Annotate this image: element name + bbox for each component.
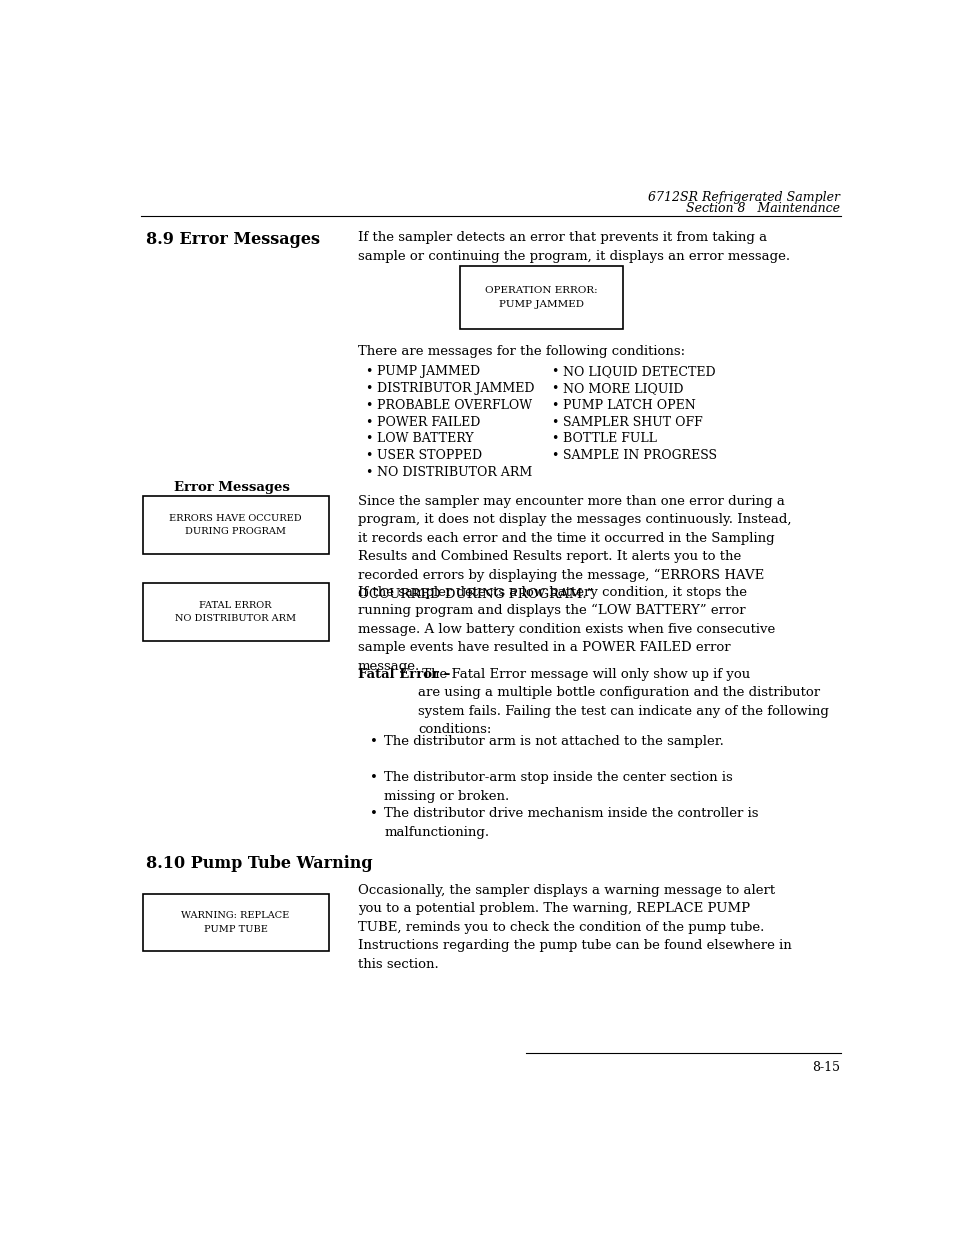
- Text: If the sampler detects a low battery condition, it stops the
running program and: If the sampler detects a low battery con…: [357, 585, 775, 673]
- Text: 8.10 Pump Tube Warning: 8.10 Pump Tube Warning: [146, 855, 373, 872]
- Text: •: •: [369, 808, 377, 820]
- Text: •: •: [551, 382, 558, 395]
- Text: •: •: [365, 450, 372, 462]
- Text: USER STOPPED: USER STOPPED: [376, 450, 481, 462]
- Text: 8-15: 8-15: [811, 1061, 840, 1073]
- Text: Occasionally, the sampler displays a warning message to alert
you to a potential: Occasionally, the sampler displays a war…: [357, 883, 791, 971]
- Bar: [459, 266, 622, 330]
- Text: Section 8   Maintenance: Section 8 Maintenance: [685, 203, 840, 215]
- Text: PUMP LATCH OPEN: PUMP LATCH OPEN: [562, 399, 695, 412]
- Text: •: •: [551, 432, 558, 446]
- Text: •: •: [365, 382, 372, 395]
- Text: There are messages for the following conditions:: There are messages for the following con…: [357, 345, 684, 358]
- Text: Fatal Error –: Fatal Error –: [357, 668, 450, 680]
- Text: BOTTLE FULL: BOTTLE FULL: [562, 432, 656, 446]
- Text: OPERATION ERROR:
PUMP JAMMED: OPERATION ERROR: PUMP JAMMED: [485, 287, 598, 309]
- Text: The distributor-arm stop inside the center section is
missing or broken.: The distributor-arm stop inside the cent…: [384, 771, 732, 803]
- Text: •: •: [551, 416, 558, 429]
- Text: If the sampler detects an error that prevents it from taking a
sample or continu: If the sampler detects an error that pre…: [357, 231, 789, 263]
- Text: Error Messages: Error Messages: [173, 480, 290, 494]
- Text: •: •: [369, 735, 377, 748]
- Text: ERRORS HAVE OCCURED
DURING PROGRAM: ERRORS HAVE OCCURED DURING PROGRAM: [169, 514, 301, 536]
- Text: The distributor arm is not attached to the sampler.: The distributor arm is not attached to t…: [384, 735, 723, 748]
- Text: •: •: [365, 432, 372, 446]
- Text: 6712SR Refrigerated Sampler: 6712SR Refrigerated Sampler: [647, 190, 840, 204]
- Text: •: •: [365, 416, 372, 429]
- Text: DISTRIBUTOR JAMMED: DISTRIBUTOR JAMMED: [376, 382, 534, 395]
- Text: Since the sampler may encounter more than one error during a
program, it does no: Since the sampler may encounter more tha…: [357, 495, 791, 600]
- Bar: [142, 894, 328, 951]
- Text: •: •: [551, 399, 558, 412]
- Text: •: •: [365, 466, 372, 479]
- Text: The distributor drive mechanism inside the controller is
malfunctioning.: The distributor drive mechanism inside t…: [384, 808, 758, 839]
- Bar: [142, 496, 328, 555]
- Text: •: •: [551, 450, 558, 462]
- Text: PUMP JAMMED: PUMP JAMMED: [376, 366, 479, 378]
- Bar: [142, 583, 328, 641]
- Text: LOW BATTERY: LOW BATTERY: [376, 432, 473, 446]
- Text: FATAL ERROR
NO DISTRIBUTOR ARM: FATAL ERROR NO DISTRIBUTOR ARM: [174, 601, 295, 624]
- Text: NO LIQUID DETECTED: NO LIQUID DETECTED: [562, 366, 715, 378]
- Text: 8.9 Error Messages: 8.9 Error Messages: [146, 231, 320, 248]
- Text: SAMPLE IN PROGRESS: SAMPLE IN PROGRESS: [562, 450, 716, 462]
- Text: The Fatal Error message will only show up if you
are using a multiple bottle con: The Fatal Error message will only show u…: [418, 668, 828, 736]
- Text: NO DISTRIBUTOR ARM: NO DISTRIBUTOR ARM: [376, 466, 531, 479]
- Text: •: •: [365, 399, 372, 412]
- Text: •: •: [365, 366, 372, 378]
- Text: NO MORE LIQUID: NO MORE LIQUID: [562, 382, 682, 395]
- Text: •: •: [551, 366, 558, 378]
- Text: POWER FAILED: POWER FAILED: [376, 416, 479, 429]
- Text: •: •: [369, 771, 377, 784]
- Text: WARNING: REPLACE
PUMP TUBE: WARNING: REPLACE PUMP TUBE: [181, 911, 290, 934]
- Text: PROBABLE OVERFLOW: PROBABLE OVERFLOW: [376, 399, 531, 412]
- Text: SAMPLER SHUT OFF: SAMPLER SHUT OFF: [562, 416, 701, 429]
